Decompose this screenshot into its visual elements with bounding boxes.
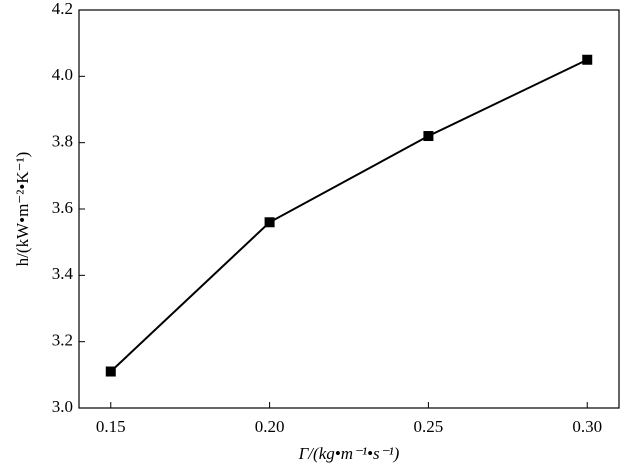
x-tick-label: 0.20	[255, 417, 285, 436]
data-point	[105, 366, 116, 377]
x-tick-label: 0.30	[572, 417, 602, 436]
y-axis-label: h/(kW•m⁻²•K⁻¹)	[13, 152, 32, 267]
y-tick-label: 4.2	[52, 0, 73, 18]
x-tick-label: 0.15	[96, 417, 126, 436]
x-tick-label: 0.25	[414, 417, 444, 436]
data-point	[423, 131, 434, 142]
y-tick-label: 4.0	[52, 65, 73, 84]
data-point	[582, 54, 593, 65]
y-tick-label: 3.6	[52, 198, 73, 217]
y-tick-label: 3.2	[52, 331, 73, 350]
plot-frame	[78, 9, 620, 409]
x-axis-label: Γ/(kg•m⁻¹•s⁻¹)	[298, 444, 400, 463]
data-point	[264, 217, 275, 228]
y-tick-label: 3.8	[52, 132, 73, 151]
y-tick-label: 3.4	[52, 264, 74, 283]
series-line	[110, 58, 588, 373]
y-tick-label: 3.0	[52, 397, 73, 416]
